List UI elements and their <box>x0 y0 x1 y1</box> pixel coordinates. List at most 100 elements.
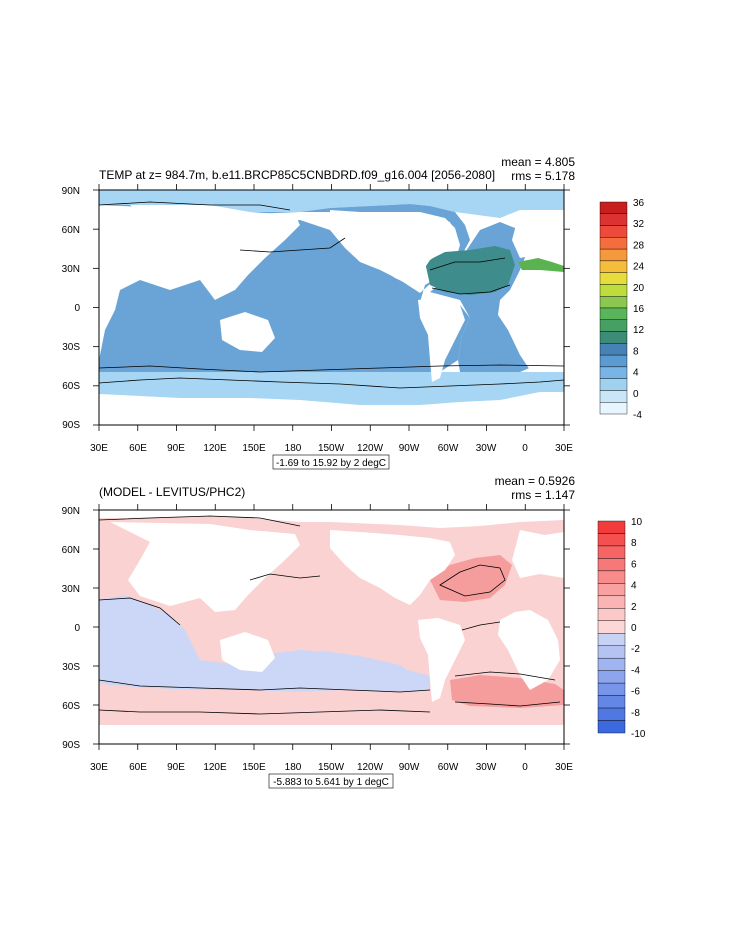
colorbar-swatch <box>599 366 628 379</box>
colorbar-swatch <box>599 307 628 320</box>
colorbar-swatch <box>597 720 626 734</box>
bottom-colorbar: 10 8 6 4 2 0 -2 -4 -6 -8 -10 <box>597 517 646 740</box>
bottom-xtick-label: 0 <box>522 762 528 773</box>
top-land-australia <box>220 312 275 352</box>
colorbar-label: 24 <box>633 262 645 273</box>
top-southern-region <box>99 372 564 405</box>
bottom-xtick-label: 120E <box>203 762 227 773</box>
colorbar-swatch <box>597 657 626 671</box>
bottom-ytick-label: 30S <box>62 662 80 673</box>
colorbar-swatch <box>599 402 628 415</box>
colorbar-swatch <box>599 213 628 226</box>
bottom-ytick-label: 60N <box>62 545 80 556</box>
top-land-europe <box>512 210 564 258</box>
colorbar-label: 8 <box>631 538 637 549</box>
bottom-x-labels: 30E 60E 90E 120E 150E 180 150W 120W 90W … <box>90 762 573 773</box>
top-land-africa <box>498 290 560 370</box>
top-land-north-america <box>330 210 455 285</box>
bottom-mean: mean = 0.5926 <box>495 474 576 488</box>
colorbar-swatch <box>599 390 628 403</box>
colorbar-swatch <box>597 695 626 709</box>
colorbar-label: 8 <box>633 346 639 357</box>
top-xtick-label: 60E <box>129 443 147 454</box>
top-xtick-label: 60W <box>438 443 459 454</box>
colorbar-swatch <box>597 670 626 684</box>
colorbar-label: 12 <box>633 325 645 336</box>
colorbar-label: -2 <box>631 644 640 655</box>
bottom-xtick-label: 90W <box>399 762 420 773</box>
colorbar-swatch <box>599 284 628 297</box>
bottom-y-labels: 90N 60N 30N 0 30S 60S 90S <box>62 506 81 751</box>
top-contour-atlantic <box>429 257 511 295</box>
bottom-contour-4 <box>439 564 506 597</box>
bottom-land-antarctica <box>99 725 564 744</box>
panel-bottom: (MODEL - LEVITUS/PHC2) mean = 0.5926 rms… <box>62 474 646 789</box>
bottom-xtick-label: 60E <box>129 762 147 773</box>
colorbar-swatch <box>599 201 628 214</box>
top-xtick-label: 90W <box>399 443 420 454</box>
colorbar-label: 6 <box>631 559 637 570</box>
colorbar-swatch <box>597 583 626 597</box>
top-xtick-label: 120E <box>203 443 227 454</box>
top-arctic-region <box>99 190 564 218</box>
colorbar-label: 20 <box>633 283 645 294</box>
colorbar-swatch <box>599 225 628 238</box>
top-north-atlantic-warm <box>425 246 515 295</box>
top-contour-info-box <box>272 454 390 470</box>
colorbar-swatch <box>599 272 628 285</box>
bottom-rms: rms = 1.147 <box>511 488 575 502</box>
bottom-ytick-label: 30N <box>62 584 80 595</box>
top-ytick-label: 60S <box>62 381 80 392</box>
top-xtick-label: 30E <box>555 443 573 454</box>
top-ytick-label: 90S <box>62 420 80 431</box>
top-map-field <box>99 190 564 425</box>
bottom-land-asia <box>110 522 300 612</box>
bottom-contour-info-box <box>268 773 394 789</box>
top-ytick-label: 30N <box>62 264 80 275</box>
bottom-xtick-label: 60W <box>438 762 459 773</box>
colorbar-swatch <box>597 633 626 646</box>
top-ytick-label: 60N <box>62 225 80 236</box>
colorbar-label: -8 <box>631 708 640 719</box>
colorbar-swatch <box>597 545 626 559</box>
bottom-map-field <box>99 510 564 744</box>
top-xtick-label: 30E <box>90 443 108 454</box>
colorbar-swatch <box>599 296 628 309</box>
top-xtick-label: 150W <box>318 443 345 454</box>
bottom-xtick-label: 30E <box>90 762 108 773</box>
bottom-land-africa <box>498 610 560 690</box>
bottom-title: (MODEL - LEVITUS/PHC2) <box>99 485 245 499</box>
bottom-ytick-label: 90S <box>62 740 80 751</box>
colorbar-label: 32 <box>633 219 645 230</box>
top-x-labels: 30E 60E 90E 120E 150E 180 150W 120W 90W … <box>90 443 573 454</box>
top-land-antarctica <box>99 405 564 425</box>
colorbar-label: 16 <box>633 304 645 315</box>
bottom-contour-info: -5.883 to 5.641 by 1 degC <box>273 777 389 788</box>
top-mean: mean = 4.805 <box>501 155 575 169</box>
top-rms: rms = 5.178 <box>511 169 575 183</box>
bottom-land-north-america <box>330 530 455 605</box>
bottom-xtick-label: 30W <box>476 762 497 773</box>
colorbar-swatch <box>599 343 628 356</box>
colorbar-label: 0 <box>633 389 639 400</box>
bottom-xtick-label: 90E <box>167 762 185 773</box>
top-contour-arctic <box>99 201 291 211</box>
colorbar-swatch <box>597 707 626 721</box>
bottom-xtick-label: 120W <box>357 762 384 773</box>
colorbar-swatch <box>599 331 628 344</box>
bottom-contour-1 <box>99 573 321 626</box>
bottom-land-europe <box>512 530 564 578</box>
bottom-contour-2 <box>99 679 431 693</box>
colorbar-swatch <box>597 595 626 609</box>
top-colorbar: 36 32 28 24 20 16 12 8 4 0 -4 <box>599 198 645 421</box>
colorbar-label: 4 <box>633 368 639 379</box>
colorbar-swatch <box>597 570 626 584</box>
top-ytick-label: 30S <box>62 342 80 353</box>
colorbar-swatch <box>597 608 626 621</box>
colorbar-swatch <box>597 558 626 572</box>
colorbar-label: 4 <box>631 581 637 592</box>
bottom-ytick-label: 0 <box>74 623 80 634</box>
colorbar-swatch <box>599 248 628 262</box>
colorbar-swatch <box>597 520 626 534</box>
